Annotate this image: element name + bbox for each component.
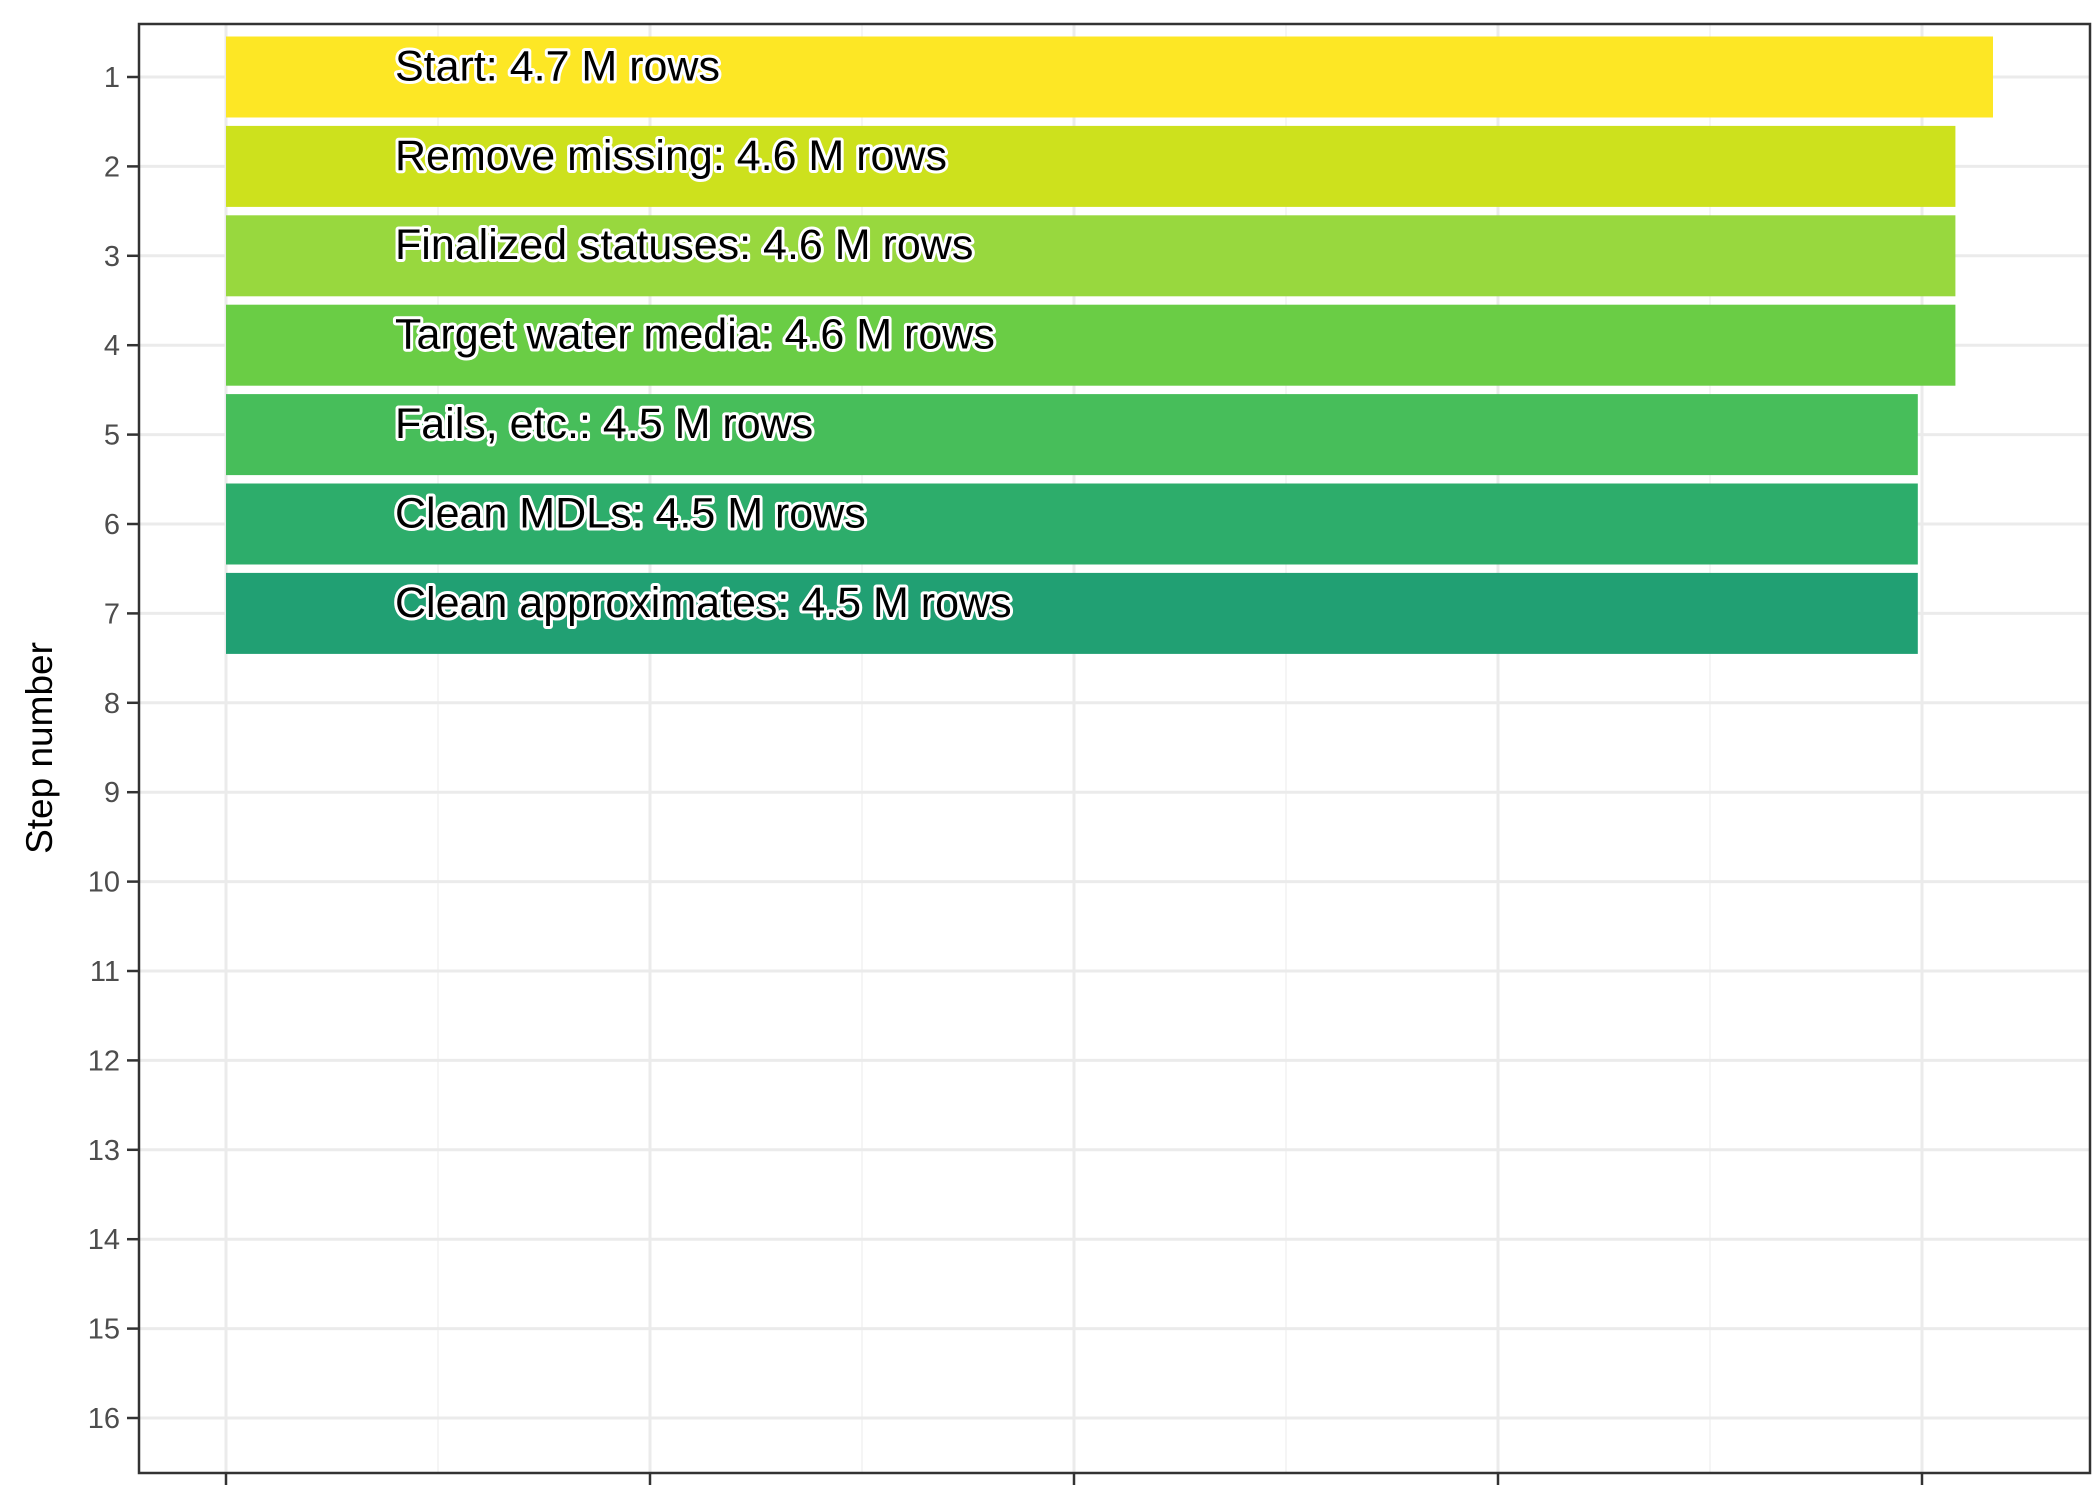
y-tick-label: 2 [104, 151, 120, 183]
y-tick-label: 4 [104, 330, 120, 362]
bar-label-step-4: Target water media: 4.6 M rows [395, 311, 995, 359]
y-tick-label: 1 [104, 62, 120, 94]
bar-step-1 [226, 36, 1993, 118]
y-tick-label: 10 [88, 867, 120, 899]
bar-step-7 [226, 572, 1918, 654]
bar-label-step-7: Clean approximates: 4.5 M rows [395, 579, 1012, 627]
y-tick-label: 11 [90, 956, 120, 988]
bar-step-3 [226, 215, 1956, 297]
plot-border [137, 22, 2092, 1475]
y-tick-label: 8 [104, 688, 120, 720]
bar-label-step-5: Fails, etc.: 4.5 M rows [395, 400, 813, 448]
bar-label-step-3: Finalized statuses: 4.6 M rows [395, 221, 973, 269]
bar-label-step-1: Start: 4.7 M rows [395, 42, 720, 90]
y-tick-label: 6 [104, 509, 120, 541]
y-tick-label: 14 [88, 1224, 120, 1256]
y-tick-label: 15 [88, 1314, 120, 1346]
y-tick-label: 3 [104, 241, 120, 273]
y-axis-title: Step number [19, 642, 60, 854]
y-tick-label: 12 [88, 1045, 120, 1077]
y-tick-label: 7 [104, 598, 120, 630]
bar-label-step-2: Remove missing: 4.6 M rows [395, 132, 947, 180]
bar-step-4 [226, 304, 1956, 386]
y-tick-label: 9 [104, 777, 120, 809]
bar-step-2 [226, 125, 1956, 207]
y-tick-label: 13 [88, 1135, 120, 1167]
y-tick-label: 5 [104, 420, 120, 452]
y-tick-label: 16 [88, 1403, 120, 1435]
bar-step-5 [226, 394, 1918, 476]
bar-step-6 [226, 483, 1918, 565]
bar-label-step-6: Clean MDLs: 4.5 M rows [395, 489, 866, 537]
